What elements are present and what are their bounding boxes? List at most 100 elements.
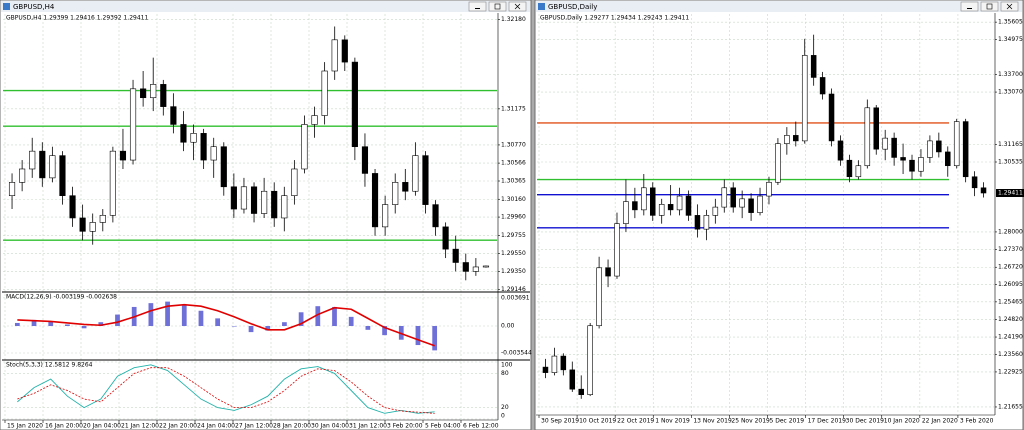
macd-histogram-bar xyxy=(332,306,337,326)
candle-body xyxy=(321,70,328,116)
candle-body xyxy=(542,366,549,373)
macd-histogram-bar xyxy=(298,312,304,326)
candle-body xyxy=(422,155,429,205)
macd-histogram-bar xyxy=(282,322,287,326)
candle-body xyxy=(685,195,692,216)
y-tick-label: 1.35605 xyxy=(998,19,1023,26)
window-frame xyxy=(534,0,1024,430)
candle-body xyxy=(220,146,227,188)
chart-info: GBPUSD,Daily 1.29277 1.29434 1.29243 1.2… xyxy=(540,15,689,22)
candle-body xyxy=(962,121,969,178)
candle-body xyxy=(569,369,576,390)
candle-body xyxy=(918,157,924,172)
candle-body xyxy=(190,133,197,143)
time-label: 21 Jan 12:00 xyxy=(121,423,159,430)
y-tick-label: 1.29960 xyxy=(501,214,526,221)
button-glyph xyxy=(514,3,521,10)
candle-body xyxy=(361,146,369,174)
candle-body xyxy=(19,168,26,183)
time-label: 30 Jan 04:00 xyxy=(311,423,349,430)
macd-histogram-bar xyxy=(14,322,20,326)
candle-body xyxy=(936,140,942,153)
candle-body xyxy=(452,248,459,263)
candle-body xyxy=(382,204,389,228)
window-button-restore[interactable] xyxy=(980,1,999,12)
candle-body xyxy=(99,214,106,223)
candle-body xyxy=(482,265,490,268)
y-tick-label: 1.24190 xyxy=(998,334,1023,341)
y-tick-label: 1.30535 xyxy=(998,159,1023,166)
window-button-restore[interactable] xyxy=(488,1,507,12)
time-label: 10 Oct 2019 xyxy=(579,418,616,425)
candle-body xyxy=(900,157,906,161)
candle-body xyxy=(801,55,808,142)
indicator-tick-label: 20 xyxy=(501,404,509,411)
candle-body xyxy=(462,262,469,272)
y-tick-label: 1.21655 xyxy=(998,403,1023,410)
y-tick-label: 1.31165 xyxy=(998,141,1023,148)
candle-body xyxy=(873,107,880,150)
time-label: 6 Feb 12:00 xyxy=(463,423,499,430)
indicator-tick-label: 0 xyxy=(501,413,505,420)
y-tick-label: 1.29350 xyxy=(501,268,526,275)
candle-body xyxy=(810,55,817,78)
y-tick-label: 1.33070 xyxy=(998,89,1023,96)
macd-histogram-bar xyxy=(365,326,371,330)
time-label: 20 Jan 04:00 xyxy=(83,423,121,430)
candle-body xyxy=(392,182,399,205)
candle-body xyxy=(311,115,318,125)
macd-histogram-bar xyxy=(181,304,187,326)
window-button-min[interactable] xyxy=(468,1,487,12)
candle-body xyxy=(250,186,258,214)
indicator-label: Stoch(5,3,3) 12.5812 9.8264 xyxy=(6,362,93,369)
candle-body xyxy=(864,107,871,167)
candle-body xyxy=(846,159,853,178)
window-title: GBPUSD,H4 xyxy=(13,3,55,11)
candle-body xyxy=(170,106,177,125)
macd-histogram-bar xyxy=(415,326,421,346)
title-bar xyxy=(536,1,1022,12)
current-price-label: 1.29411 xyxy=(998,190,1023,197)
y-tick-label: 1.33700 xyxy=(998,71,1023,78)
macd-signal-line xyxy=(17,303,435,347)
time-label: 25 Nov 2019 xyxy=(731,418,770,425)
window-icon xyxy=(3,3,10,10)
candle-body xyxy=(694,215,701,230)
indicator-tick-label: 0.003691 xyxy=(501,294,530,301)
candle-body xyxy=(150,84,157,99)
candle-body xyxy=(271,190,278,219)
title-bar xyxy=(1,1,530,12)
candle-body xyxy=(837,140,844,161)
candle-body xyxy=(891,137,897,158)
y-tick-label: 1.31175 xyxy=(501,105,526,112)
window-button-min[interactable] xyxy=(960,1,979,12)
macd-histogram-bar xyxy=(348,316,354,326)
candle-body xyxy=(623,201,629,224)
candle-body xyxy=(69,195,76,219)
time-label: 15 Jan 2020 xyxy=(7,423,43,430)
candle-body xyxy=(89,222,96,232)
candle-body xyxy=(721,187,728,208)
y-tick-label: 1.25465 xyxy=(998,298,1023,305)
candle-body xyxy=(472,266,479,272)
time-label: 31 Jan 12:00 xyxy=(349,423,387,430)
candle-body xyxy=(927,140,933,158)
macd-histogram-bar xyxy=(165,301,170,326)
window-title: GBPUSD,Daily xyxy=(548,3,597,11)
chart-window: GBPUSD,Daily 1.35605 1.34975 1.33700 1.33070… xyxy=(534,0,1024,430)
time-label: 27 Jan 12:00 xyxy=(235,423,273,430)
candle-body xyxy=(605,267,611,277)
candle-body xyxy=(971,176,978,189)
y-tick-label: 1.24820 xyxy=(998,316,1023,323)
candle-body xyxy=(578,388,584,395)
macd-histogram-bar xyxy=(31,319,37,326)
time-label: 3 Feb 2020 xyxy=(960,418,994,425)
candle-body xyxy=(748,198,754,213)
macd-histogram-bar xyxy=(315,306,321,326)
window-frame xyxy=(0,0,532,430)
macd-histogram-bar xyxy=(81,326,87,329)
time-label: 3 Feb 20:00 xyxy=(387,423,423,430)
candle-body xyxy=(676,195,683,211)
candle-body xyxy=(210,146,217,161)
